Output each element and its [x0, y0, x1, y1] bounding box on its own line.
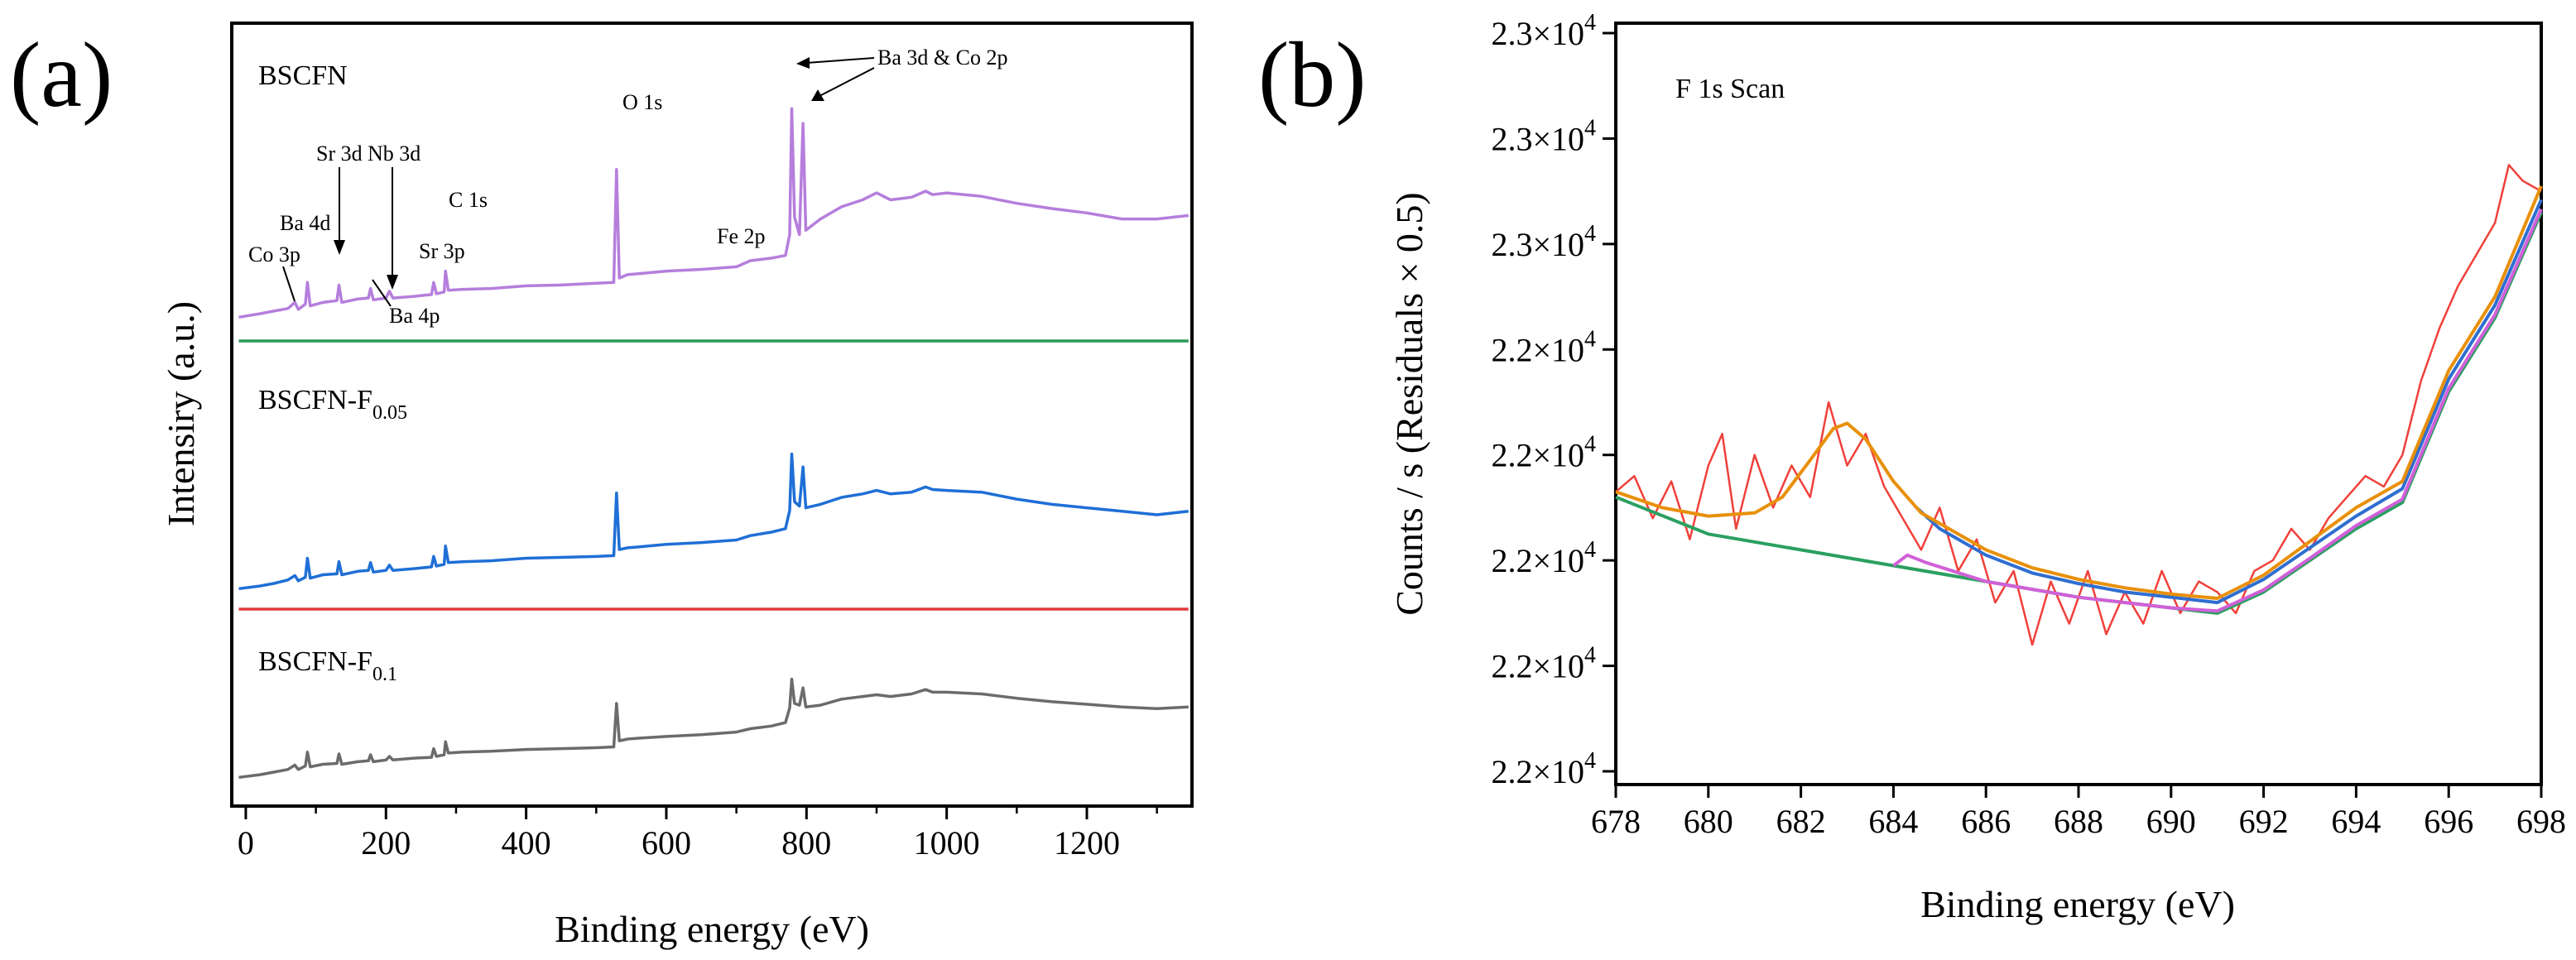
x-tick-label: 684	[1868, 803, 1918, 840]
y-tick-label: 2.2×104	[1491, 643, 1596, 685]
panel-b-label: (b)	[1258, 24, 1367, 127]
annotation-ba3d-arrow-1	[805, 57, 875, 64]
x-tick-label: 1200	[1054, 824, 1120, 862]
x-tick-label: 0	[238, 824, 254, 862]
x-tick-label: 1000	[914, 824, 980, 862]
x-tick-label: 680	[1684, 803, 1733, 840]
panel-b: (b) 678 680 682 684 686 688 690 692 694 696 698 2.…	[1258, 10, 2566, 925]
series-label-bscfn-f005: BSCFN-F0.05	[258, 385, 407, 424]
series-line-1	[238, 452, 1189, 591]
series-line-0	[238, 107, 1189, 319]
annotation-nb-3d-arrowhead	[387, 275, 398, 290]
annotation-ba-4p-leader	[372, 279, 392, 307]
x-tick-label: 682	[1776, 803, 1826, 840]
x-tick-label: 678	[1591, 803, 1641, 840]
y-tick-label: 2.3×104	[1491, 221, 1596, 263]
annotation-sr-3d: Sr 3d	[316, 142, 363, 166]
panel-a-series	[238, 107, 1189, 780]
annotation-o-1s: O 1s	[622, 90, 662, 114]
annotation-nb-3d: Nb 3d	[368, 142, 421, 166]
annotation-ba-4d: Ba 4d	[280, 211, 330, 235]
fit-line-fit	[1615, 185, 2543, 600]
annotation-sr-3d-arrowhead	[334, 240, 345, 255]
fit-line-raw	[1615, 164, 2542, 646]
panel-a-plot-frame	[230, 22, 1194, 808]
y-tick-label: 2.2×104	[1491, 748, 1596, 790]
panel-a-separators	[238, 339, 1189, 611]
x-tick-label: 690	[2146, 803, 2196, 840]
x-tick-label: 688	[2054, 803, 2103, 840]
y-tick-label: 2.3×104	[1491, 10, 1596, 52]
x-tick-label: 686	[1961, 803, 2011, 840]
panel-b-y-axis-title: Counts / s (Residuals × 0.5)	[1388, 192, 1430, 616]
y-tick-label: 2.2×104	[1491, 326, 1596, 368]
fit-line-component	[1892, 208, 2543, 613]
annotation-c-1s: C 1s	[449, 188, 488, 212]
series-label-bscfn-f01: BSCFN-F0.1	[258, 646, 397, 685]
panel-a: (a) 0 200 400 600 800 1000 1200 BSCFN BSCFN-F0…	[10, 22, 1194, 950]
x-tick-label: 200	[361, 824, 411, 862]
panel-b-series	[1615, 164, 2543, 646]
annotation-co-3p: Co 3p	[248, 242, 300, 266]
x-tick-label: 694	[2331, 803, 2381, 840]
panel-b-x-axis-title: Binding energy (eV)	[1920, 883, 2235, 925]
series-label-bscfn: BSCFN	[258, 60, 348, 91]
y-tick-label: 2.2×104	[1491, 537, 1596, 579]
panel-a-x-axis-title: Binding energy (eV)	[555, 908, 869, 950]
x-tick-label: 400	[502, 824, 551, 862]
y-tick-label: 2.3×104	[1491, 115, 1596, 157]
fit-line-envelope	[1915, 199, 2543, 605]
x-tick-label: 800	[781, 824, 831, 862]
annotation-fe-2p: Fe 2p	[717, 224, 766, 248]
y-tick-label: 2.2×104	[1491, 432, 1596, 474]
annotation-ba3d-co2p: Ba 3d & Co 2p	[877, 46, 1007, 70]
x-tick-label: 600	[642, 824, 691, 862]
fit-line-background	[1615, 211, 2543, 615]
panel-a-x-ticks: 0 200 400 600 800 1000 1200	[238, 806, 1158, 862]
x-tick-label: 696	[2424, 803, 2473, 840]
x-tick-label: 692	[2239, 803, 2289, 840]
panel-b-plot-frame	[1614, 22, 2543, 786]
peak-annotations: Co 3p Ba 4d Sr 3d Nb 3d C 1s Sr 3p Ba 4p…	[248, 46, 1007, 328]
annotation-sr-3p: Sr 3p	[419, 239, 465, 263]
panel-b-x-ticks: 678 680 682 684 686 688 690 692 694 696 698	[1591, 785, 2566, 840]
annotation-ba-4p: Ba 4p	[389, 304, 440, 328]
annotation-ba3d-arrowhead-2	[811, 89, 824, 101]
annotation-ba3d-arrow-2	[819, 67, 875, 97]
panel-a-y-axis-title: Intensiry (a.u.)	[160, 301, 202, 526]
series-line-2	[238, 677, 1189, 780]
x-tick-label: 698	[2516, 803, 2566, 840]
panel-b-title: F 1s Scan	[1675, 74, 1785, 104]
panel-b-y-ticks: 2.2×104 2.2×104 2.2×104 2.2×104 2.2×104 2.3×1…	[1491, 10, 1616, 790]
annotation-co-3p-leader	[282, 266, 296, 302]
annotation-ba3d-arrowhead-1	[796, 57, 810, 69]
panel-a-label: (a)	[10, 24, 113, 127]
